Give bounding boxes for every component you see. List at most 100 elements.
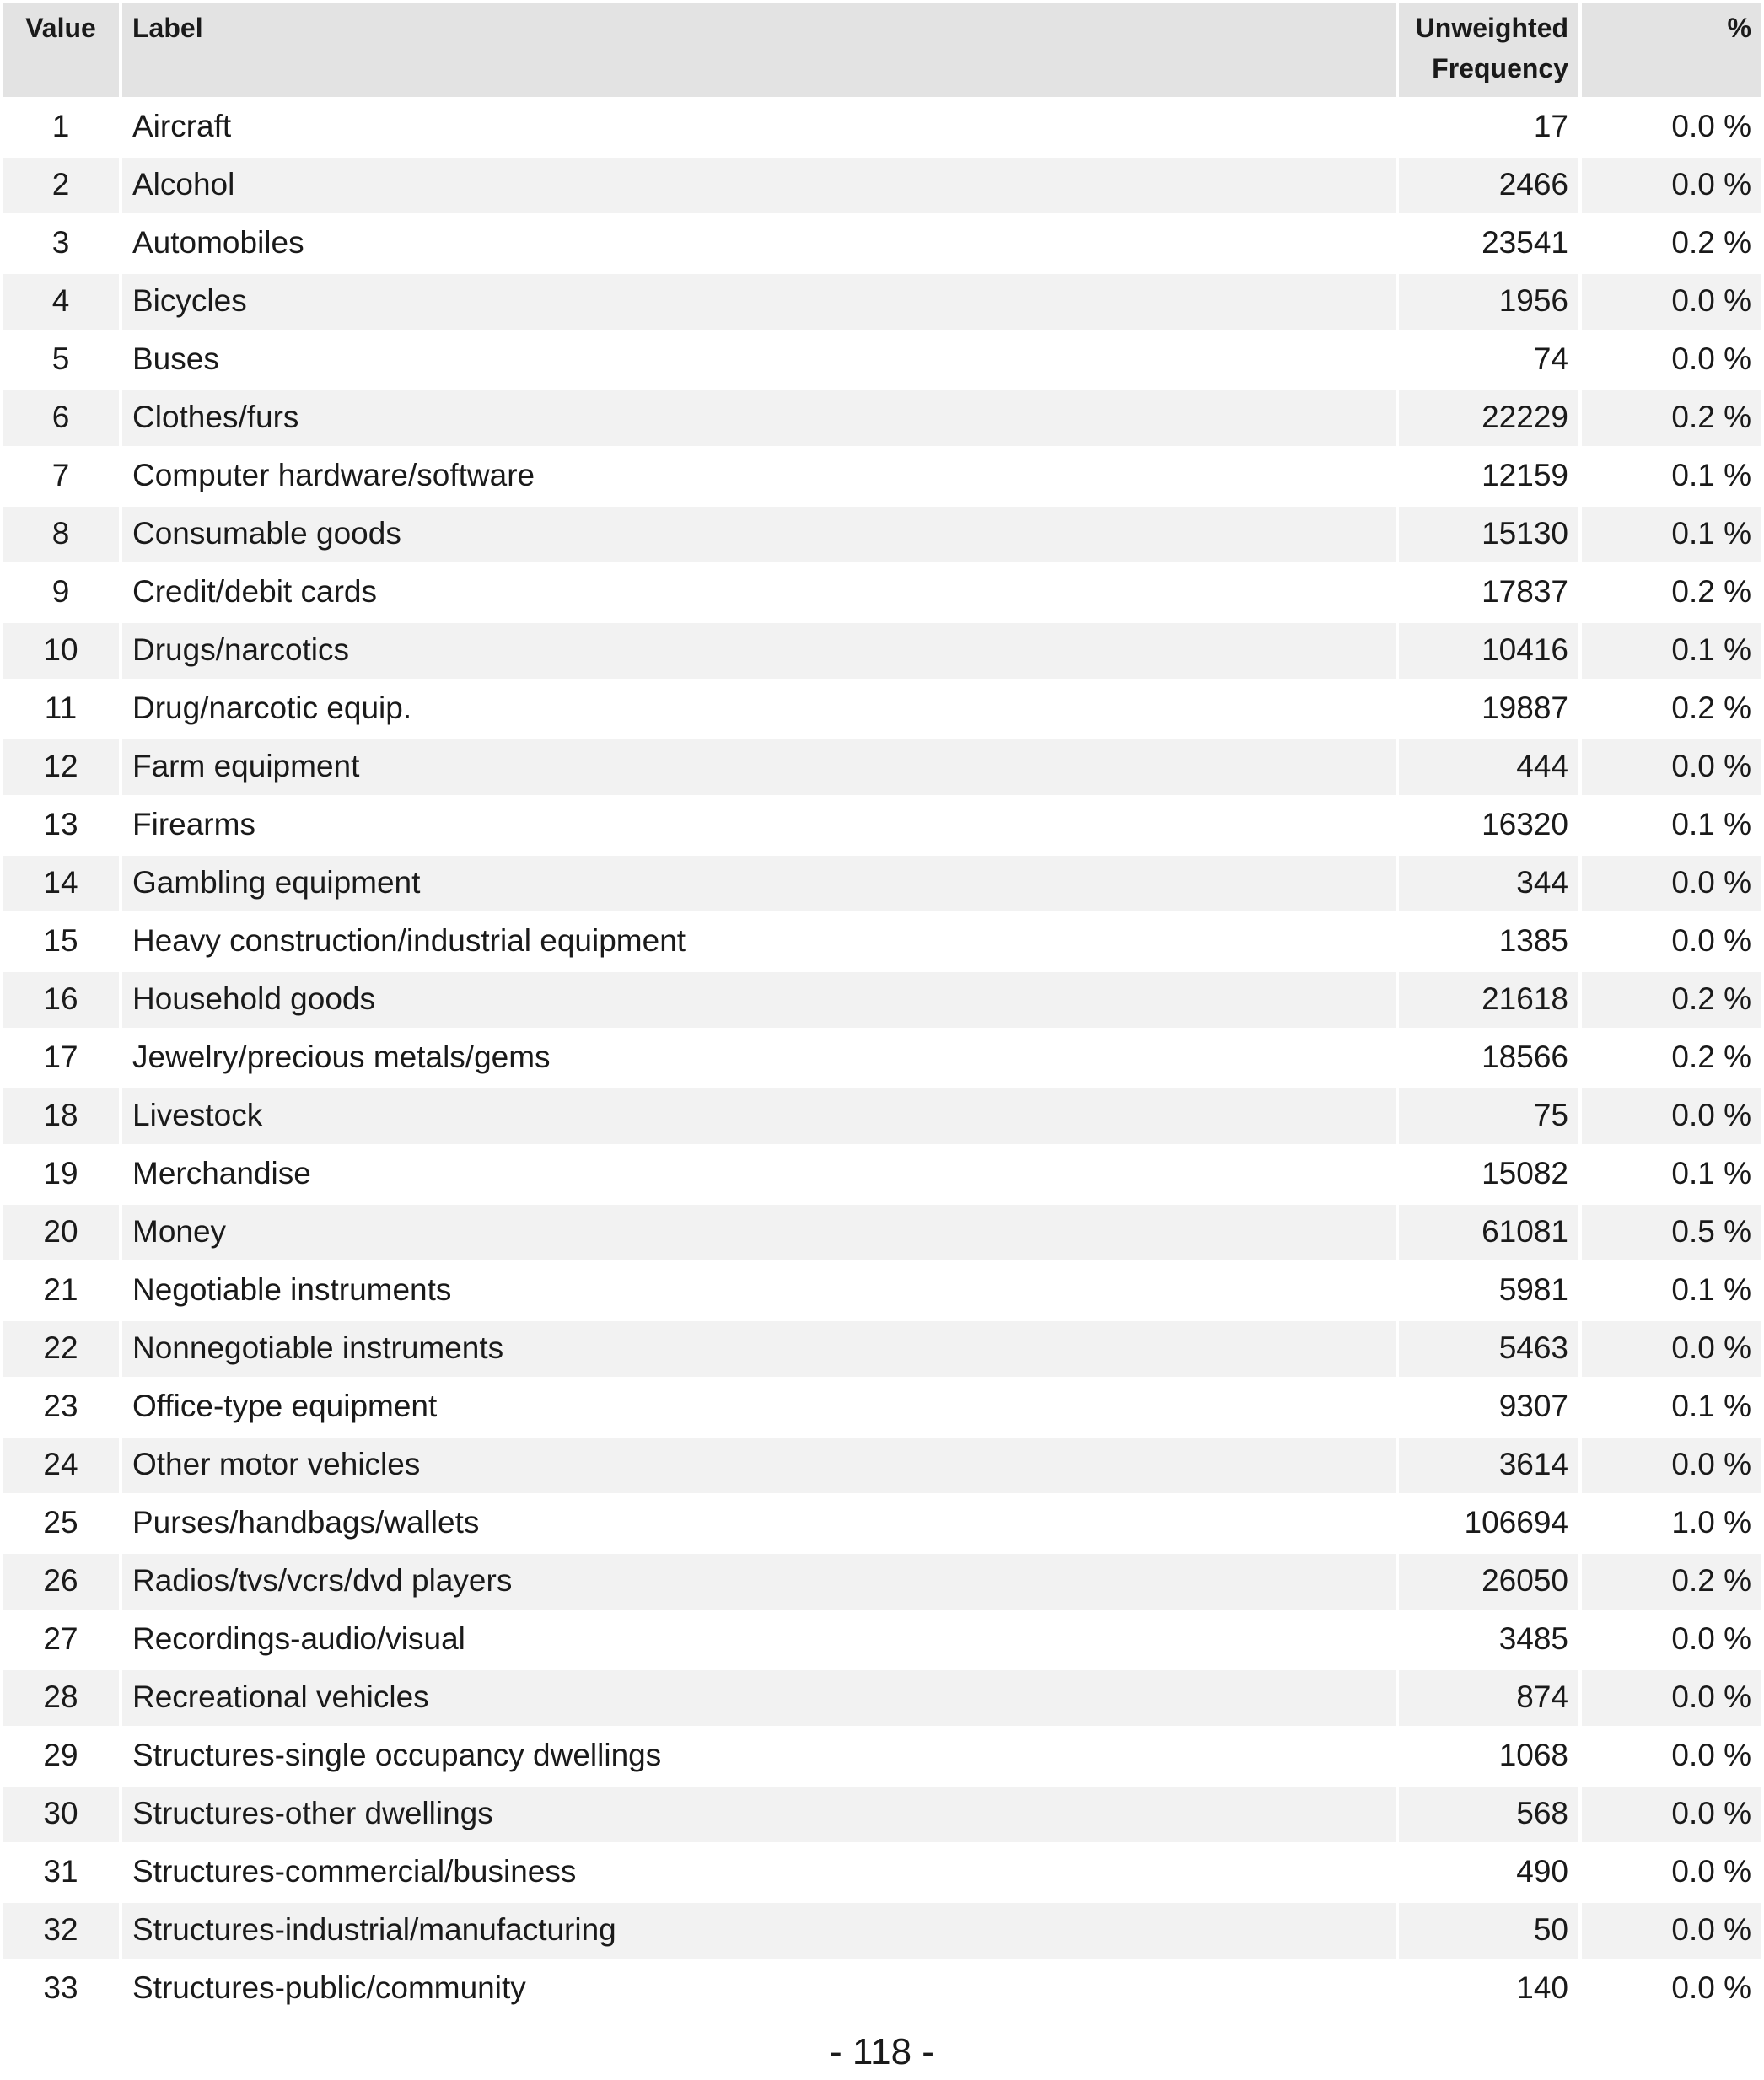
cell-value: 2 (3, 155, 122, 213)
table-row: 32 Structures-industrial/manufacturing 50 0… (3, 1900, 1761, 1959)
page-number: - 118 - (830, 2031, 934, 2072)
cell-frequency: 5463 (1399, 1319, 1582, 1377)
header-value: Value (3, 3, 122, 97)
cell-percent: 0.0 % (1582, 1784, 1761, 1842)
cell-percent: 0.0 % (1582, 1726, 1761, 1784)
cell-frequency: 9307 (1399, 1377, 1582, 1435)
cell-percent: 0.2 % (1582, 1551, 1761, 1610)
cell-frequency: 19887 (1399, 679, 1582, 737)
cell-percent: 0.1 % (1582, 504, 1761, 562)
cell-frequency: 1385 (1399, 911, 1582, 970)
cell-percent: 0.2 % (1582, 388, 1761, 446)
cell-percent: 0.0 % (1582, 853, 1761, 911)
cell-label: Merchandise (122, 1144, 1399, 1202)
cell-label: Bicycles (122, 271, 1399, 330)
cell-value: 17 (3, 1028, 122, 1086)
cell-percent: 0.2 % (1582, 562, 1761, 621)
cell-percent: 0.0 % (1582, 911, 1761, 970)
table-row: 2 Alcohol 2466 0.0 % (3, 155, 1761, 213)
cell-frequency: 344 (1399, 853, 1582, 911)
table-row: 30 Structures-other dwellings 568 0.0 % (3, 1784, 1761, 1842)
cell-value: 12 (3, 737, 122, 795)
table-row: 33 Structures-public/community 140 0.0 % (3, 1959, 1761, 2017)
cell-frequency: 874 (1399, 1668, 1582, 1726)
cell-value: 5 (3, 330, 122, 388)
cell-percent: 0.1 % (1582, 795, 1761, 853)
cell-percent: 0.0 % (1582, 1319, 1761, 1377)
cell-percent: 0.1 % (1582, 1260, 1761, 1319)
cell-value: 33 (3, 1959, 122, 2017)
cell-label: Livestock (122, 1086, 1399, 1144)
cell-frequency: 3614 (1399, 1435, 1582, 1493)
cell-frequency: 26050 (1399, 1551, 1582, 1610)
table-row: 17 Jewelry/precious metals/gems 18566 0.2 % (3, 1028, 1761, 1086)
header-label: Label (122, 3, 1399, 97)
cell-value: 8 (3, 504, 122, 562)
table-row: 5 Buses 74 0.0 % (3, 330, 1761, 388)
cell-percent: 0.2 % (1582, 679, 1761, 737)
cell-label: Credit/debit cards (122, 562, 1399, 621)
cell-frequency: 12159 (1399, 446, 1582, 504)
cell-percent: 0.0 % (1582, 1842, 1761, 1900)
cell-label: Household goods (122, 970, 1399, 1028)
cell-label: Firearms (122, 795, 1399, 853)
cell-percent: 1.0 % (1582, 1493, 1761, 1551)
cell-percent: 0.1 % (1582, 446, 1761, 504)
cell-frequency: 2466 (1399, 155, 1582, 213)
cell-value: 16 (3, 970, 122, 1028)
cell-percent: 0.0 % (1582, 1435, 1761, 1493)
table-header-row: Value Label Unweighted Frequency % (3, 3, 1761, 97)
cell-percent: 0.0 % (1582, 271, 1761, 330)
cell-label: Drugs/narcotics (122, 621, 1399, 679)
cell-value: 29 (3, 1726, 122, 1784)
cell-label: Recreational vehicles (122, 1668, 1399, 1726)
table-row: 15 Heavy construction/industrial equipmen… (3, 911, 1761, 970)
cell-frequency: 61081 (1399, 1202, 1582, 1260)
table-row: 24 Other motor vehicles 3614 0.0 % (3, 1435, 1761, 1493)
cell-value: 10 (3, 621, 122, 679)
cell-value: 6 (3, 388, 122, 446)
cell-frequency: 16320 (1399, 795, 1582, 853)
cell-value: 24 (3, 1435, 122, 1493)
header-frequency-line1: Unweighted (1415, 13, 1568, 43)
table-row: 10 Drugs/narcotics 10416 0.1 % (3, 621, 1761, 679)
table-row: 19 Merchandise 15082 0.1 % (3, 1144, 1761, 1202)
cell-percent: 0.0 % (1582, 330, 1761, 388)
cell-label: Negotiable instruments (122, 1260, 1399, 1319)
cell-percent: 0.1 % (1582, 1144, 1761, 1202)
table-row: 28 Recreational vehicles 874 0.0 % (3, 1668, 1761, 1726)
cell-percent: 0.0 % (1582, 1959, 1761, 2017)
cell-value: 18 (3, 1086, 122, 1144)
cell-label: Structures-single occupancy dwellings (122, 1726, 1399, 1784)
cell-frequency: 140 (1399, 1959, 1582, 2017)
cell-label: Money (122, 1202, 1399, 1260)
table-row: 4 Bicycles 1956 0.0 % (3, 271, 1761, 330)
cell-label: Farm equipment (122, 737, 1399, 795)
cell-label: Computer hardware/software (122, 446, 1399, 504)
cell-label: Structures-industrial/manufacturing (122, 1900, 1399, 1959)
cell-percent: 0.1 % (1582, 621, 1761, 679)
cell-label: Buses (122, 330, 1399, 388)
table-row: 25 Purses/handbags/wallets 106694 1.0 % (3, 1493, 1761, 1551)
table-row: 22 Nonnegotiable instruments 5463 0.0 % (3, 1319, 1761, 1377)
cell-percent: 0.2 % (1582, 213, 1761, 271)
cell-label: Clothes/furs (122, 388, 1399, 446)
table-row: 29 Structures-single occupancy dwellings 1… (3, 1726, 1761, 1784)
cell-percent: 0.1 % (1582, 1377, 1761, 1435)
cell-percent: 0.0 % (1582, 1900, 1761, 1959)
table-row: 11 Drug/narcotic equip. 19887 0.2 % (3, 679, 1761, 737)
cell-value: 13 (3, 795, 122, 853)
cell-label: Structures-other dwellings (122, 1784, 1399, 1842)
cell-frequency: 444 (1399, 737, 1582, 795)
cell-value: 28 (3, 1668, 122, 1726)
cell-label: Alcohol (122, 155, 1399, 213)
cell-frequency: 21618 (1399, 970, 1582, 1028)
table-row: 20 Money 61081 0.5 % (3, 1202, 1761, 1260)
cell-percent: 0.0 % (1582, 1668, 1761, 1726)
cell-label: Structures-commercial/business (122, 1842, 1399, 1900)
table-row: 13 Firearms 16320 0.1 % (3, 795, 1761, 853)
cell-value: 30 (3, 1784, 122, 1842)
cell-value: 27 (3, 1610, 122, 1668)
table-row: 16 Household goods 21618 0.2 % (3, 970, 1761, 1028)
table-row: 9 Credit/debit cards 17837 0.2 % (3, 562, 1761, 621)
